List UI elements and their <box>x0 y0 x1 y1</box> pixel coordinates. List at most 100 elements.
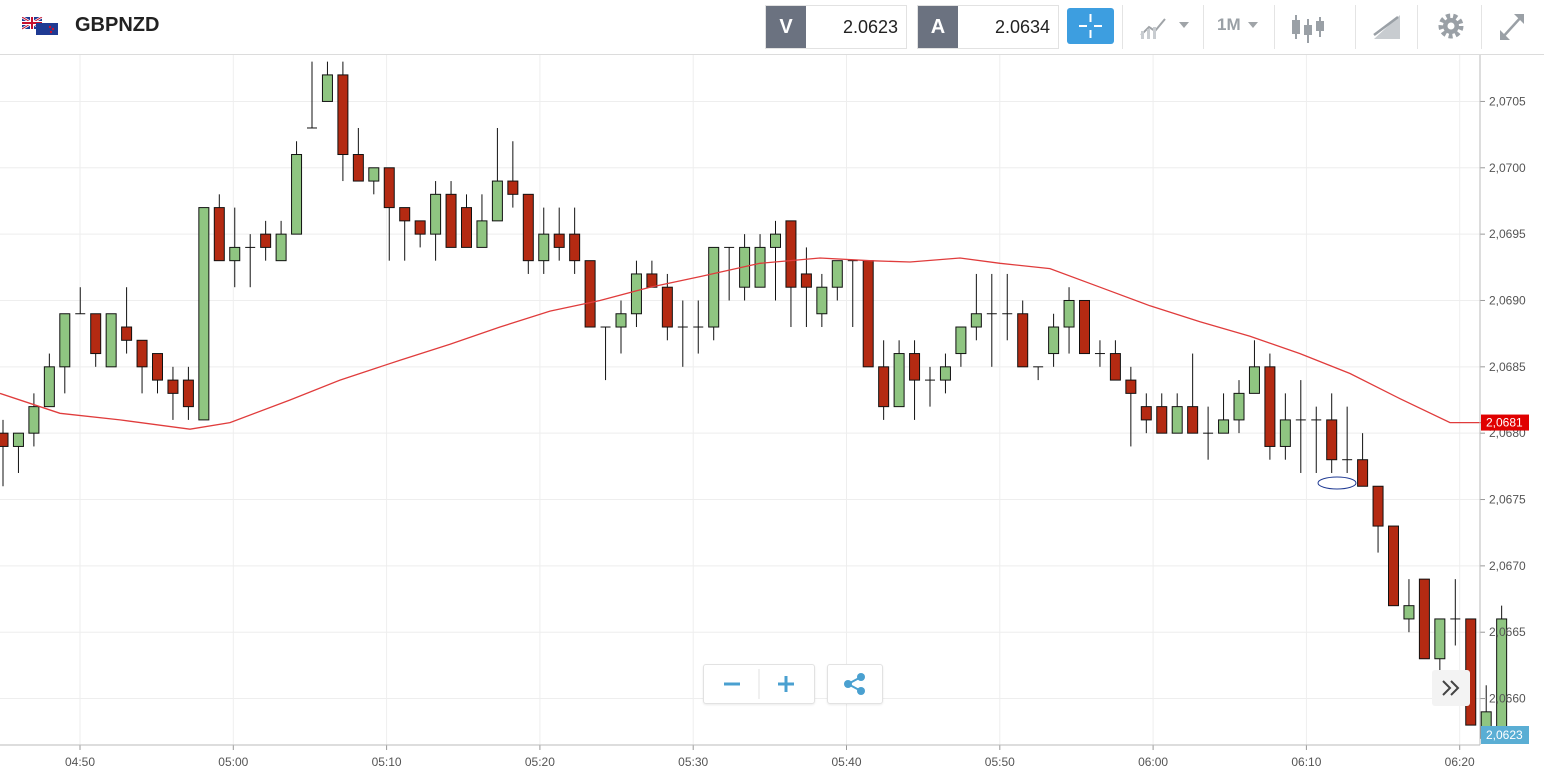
candle[interactable] <box>430 181 442 261</box>
candle[interactable] <box>925 366 935 407</box>
candle[interactable] <box>90 313 102 367</box>
candle[interactable] <box>337 61 349 182</box>
candle[interactable] <box>600 326 611 381</box>
candle[interactable] <box>1203 406 1214 460</box>
scroll-to-latest-button[interactable] <box>1432 670 1470 706</box>
candle[interactable] <box>1156 393 1168 434</box>
candle[interactable] <box>1326 393 1338 473</box>
candle[interactable] <box>1450 579 1461 646</box>
gear-icon[interactable] <box>1434 5 1468 47</box>
candle[interactable] <box>661 273 673 341</box>
candle[interactable] <box>213 194 225 262</box>
candle[interactable] <box>1418 578 1430 660</box>
candle[interactable] <box>800 247 812 328</box>
line-chart-type-icon[interactable] <box>1135 5 1195 47</box>
candle[interactable] <box>368 167 380 195</box>
candlestick-type-icon[interactable] <box>1287 5 1342 47</box>
candle[interactable] <box>1125 366 1137 447</box>
candle[interactable] <box>1264 353 1276 460</box>
candle[interactable] <box>1017 300 1029 368</box>
candle[interactable] <box>1311 406 1322 473</box>
candle[interactable] <box>414 220 426 248</box>
candle[interactable] <box>229 207 241 288</box>
candle[interactable] <box>522 193 534 274</box>
candle[interactable] <box>198 207 210 421</box>
candle[interactable] <box>785 220 797 328</box>
candle[interactable] <box>553 207 565 261</box>
bid-quote-button[interactable]: V 2.0623 <box>765 5 907 49</box>
zoom-in-button[interactable] <box>778 676 794 692</box>
ask-quote-button[interactable]: A 2.0634 <box>917 5 1059 49</box>
candle[interactable] <box>1171 393 1183 434</box>
candle[interactable] <box>321 61 333 102</box>
fullscreen-icon[interactable] <box>1494 5 1530 47</box>
candle[interactable] <box>1279 393 1291 460</box>
candle[interactable] <box>724 246 735 301</box>
candle[interactable] <box>291 141 303 235</box>
candle[interactable] <box>693 300 704 354</box>
candle[interactable] <box>1079 299 1090 355</box>
candle[interactable] <box>461 194 472 248</box>
candle[interactable] <box>816 273 828 328</box>
candle[interactable] <box>1094 340 1105 367</box>
candle[interactable] <box>569 207 581 274</box>
candle[interactable] <box>59 313 71 394</box>
candle[interactable] <box>399 207 411 261</box>
candle[interactable] <box>182 366 194 420</box>
chevron-down-icon[interactable] <box>1244 5 1264 47</box>
candle[interactable] <box>708 246 720 341</box>
share-button[interactable] <box>827 664 883 704</box>
candle[interactable] <box>1048 313 1060 367</box>
candle[interactable] <box>584 260 596 328</box>
candle[interactable] <box>1033 366 1044 381</box>
candle[interactable] <box>862 260 874 368</box>
candle[interactable] <box>491 127 503 222</box>
candle[interactable] <box>0 419 9 487</box>
candle[interactable] <box>1403 579 1415 633</box>
candle[interactable] <box>754 234 766 288</box>
crosshair-button[interactable] <box>1067 8 1114 44</box>
candle[interactable] <box>105 313 117 368</box>
candle[interactable] <box>383 167 395 261</box>
candle[interactable] <box>970 273 982 341</box>
candle[interactable] <box>1357 433 1369 487</box>
candle[interactable] <box>476 194 488 248</box>
candle[interactable] <box>1109 340 1121 381</box>
candle[interactable] <box>955 326 967 367</box>
candle[interactable] <box>831 260 843 301</box>
candle[interactable] <box>538 207 550 274</box>
candle[interactable] <box>1002 273 1013 341</box>
candle[interactable] <box>878 340 890 420</box>
candle[interactable] <box>121 287 133 354</box>
candle[interactable] <box>245 234 256 288</box>
candle[interactable] <box>1218 393 1230 434</box>
candle[interactable] <box>1063 287 1075 354</box>
candle[interactable] <box>307 61 317 129</box>
candle[interactable] <box>615 300 627 354</box>
candle[interactable] <box>646 260 658 288</box>
candle[interactable] <box>1187 353 1199 434</box>
candle[interactable] <box>43 353 55 408</box>
candle[interactable] <box>260 220 272 261</box>
candle[interactable] <box>152 353 163 394</box>
candle[interactable] <box>1140 393 1152 434</box>
candle[interactable] <box>352 127 364 182</box>
candle[interactable] <box>677 300 688 367</box>
candle[interactable] <box>75 287 86 315</box>
candle[interactable] <box>12 432 24 473</box>
candle[interactable] <box>1248 340 1260 394</box>
candle[interactable] <box>1388 525 1399 607</box>
candle[interactable] <box>445 181 457 248</box>
candle[interactable] <box>1233 380 1245 434</box>
candle[interactable] <box>939 353 951 394</box>
candle[interactable] <box>275 220 287 262</box>
candle[interactable] <box>1342 406 1353 473</box>
candle[interactable] <box>986 273 997 367</box>
candle[interactable] <box>28 393 40 447</box>
candle[interactable] <box>909 340 921 420</box>
drawing-tool-icon[interactable] <box>1370 5 1404 47</box>
candle[interactable] <box>847 260 858 328</box>
candle[interactable] <box>167 366 179 420</box>
candle[interactable] <box>136 339 148 394</box>
